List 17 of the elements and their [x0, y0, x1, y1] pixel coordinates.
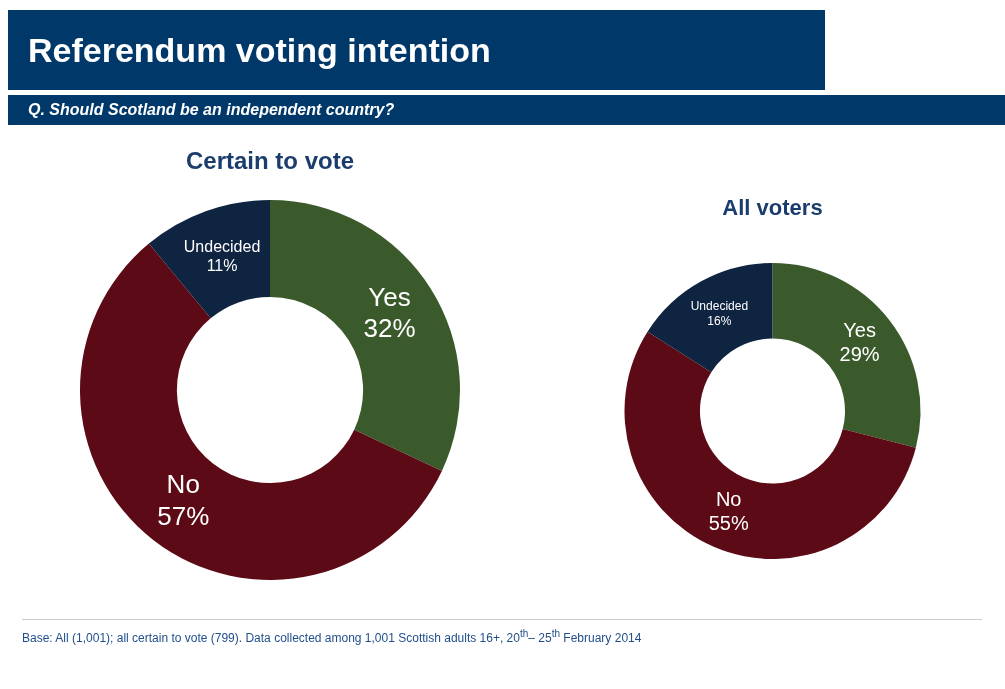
- data-label: 55%: [708, 511, 749, 534]
- slice-label: Undecided: [183, 237, 261, 255]
- slice-label: No: [715, 487, 742, 510]
- chart-title: All voters: [721, 195, 824, 221]
- text: Q. Should Scotland be an independent country?: [8, 95, 1005, 125]
- text: Base: All (1,001); all certain to vote (799). Data collected among 1,001 Scottish adults 16+, 20$^{th}$– 25$^{th}$ February 2014: [22, 619, 982, 645]
- slice-label: Yes: [843, 318, 876, 341]
- data-label: 16%: [707, 313, 732, 328]
- text: Referendum voting intention: [8, 10, 825, 90]
- chart-title: Certain to vote: [185, 147, 355, 175]
- slice-label: No: [166, 469, 200, 500]
- slice-label: Undecided: [690, 299, 749, 314]
- data-label: 29%: [839, 342, 880, 365]
- data-label: 57%: [157, 500, 210, 531]
- data-label: 11%: [206, 256, 238, 274]
- slice-label: Yes: [368, 281, 411, 312]
- data-label: 32%: [363, 312, 416, 343]
